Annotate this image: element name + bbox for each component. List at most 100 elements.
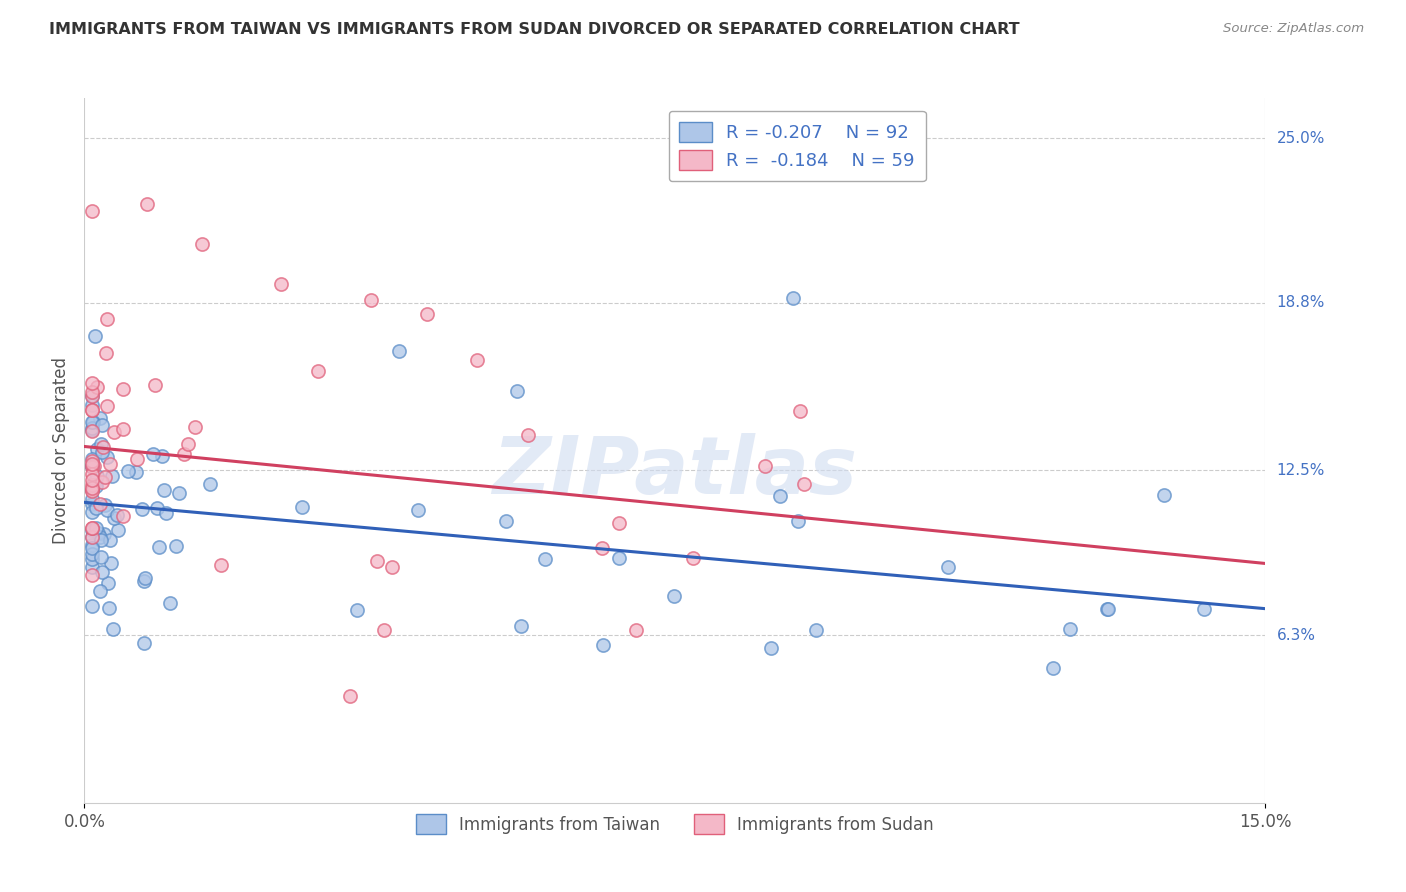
Point	[117, 464, 139, 478]
Point	[506, 384, 529, 398]
Point	[101, 469, 124, 483]
Point	[754, 458, 776, 473]
Point	[82, 458, 104, 473]
Text: 25.0%: 25.0%	[1277, 130, 1324, 145]
Point	[509, 619, 531, 633]
Point	[98, 457, 121, 471]
Point	[83, 478, 105, 492]
Point	[93, 527, 115, 541]
Point	[607, 551, 630, 566]
Point	[381, 559, 404, 574]
Point	[516, 428, 538, 442]
Point	[938, 559, 960, 574]
Point	[94, 346, 117, 360]
Point	[1097, 601, 1119, 615]
Point	[82, 524, 104, 538]
Point	[184, 420, 207, 434]
Y-axis label: Divorced or Separated: Divorced or Separated	[52, 357, 70, 544]
Point	[89, 436, 111, 450]
Point	[103, 425, 125, 439]
Point	[1059, 622, 1081, 636]
Point	[366, 554, 388, 568]
Point	[93, 470, 115, 484]
Point	[82, 560, 104, 574]
Point	[270, 277, 292, 292]
Point	[346, 603, 368, 617]
Point	[107, 523, 129, 537]
Point	[82, 423, 104, 437]
Point	[82, 541, 104, 555]
Point	[191, 237, 214, 252]
Point	[159, 596, 181, 610]
Point	[769, 490, 792, 504]
Point	[360, 293, 382, 307]
Point	[82, 458, 104, 473]
Point	[534, 552, 557, 566]
Point	[94, 498, 117, 512]
Point	[89, 411, 111, 425]
Point	[131, 502, 153, 516]
Text: ZIPatlas: ZIPatlas	[492, 433, 858, 510]
Point	[82, 402, 104, 417]
Point	[86, 525, 108, 540]
Point	[148, 541, 170, 555]
Point	[84, 521, 107, 535]
Point	[145, 378, 167, 392]
Point	[90, 565, 112, 579]
Point	[82, 459, 104, 474]
Point	[86, 379, 108, 393]
Point	[142, 447, 165, 461]
Point	[682, 550, 704, 565]
Point	[86, 469, 108, 483]
Point	[467, 352, 489, 367]
Point	[804, 624, 827, 638]
Point	[96, 312, 118, 326]
Point	[111, 382, 134, 396]
Point	[112, 422, 135, 436]
Point	[103, 511, 125, 525]
Point	[89, 497, 111, 511]
Point	[82, 481, 104, 495]
Point	[591, 541, 613, 556]
Text: IMMIGRANTS FROM TAIWAN VS IMMIGRANTS FROM SUDAN DIVORCED OR SEPARATED CORRELATIO: IMMIGRANTS FROM TAIWAN VS IMMIGRANTS FRO…	[49, 22, 1019, 37]
Point	[793, 476, 815, 491]
Point	[82, 402, 104, 417]
Point	[82, 521, 104, 535]
Point	[82, 376, 104, 391]
Point	[146, 501, 169, 516]
Point	[83, 458, 105, 473]
Point	[167, 485, 190, 500]
Point	[592, 638, 614, 652]
Point	[165, 539, 187, 553]
Point	[759, 641, 782, 656]
Point	[373, 623, 395, 637]
Point	[291, 500, 314, 514]
Point	[662, 589, 685, 603]
Point	[82, 599, 104, 614]
Point	[82, 551, 104, 566]
Point	[132, 635, 155, 649]
Point	[209, 558, 232, 572]
Point	[100, 556, 122, 570]
Point	[388, 343, 411, 358]
Point	[86, 442, 108, 456]
Point	[408, 502, 430, 516]
Point	[98, 600, 121, 615]
Point	[98, 533, 121, 547]
Point	[90, 549, 112, 564]
Point	[1097, 601, 1119, 615]
Point	[82, 451, 104, 466]
Point	[96, 502, 118, 516]
Point	[82, 425, 104, 439]
Text: 12.5%: 12.5%	[1277, 463, 1324, 478]
Point	[91, 440, 114, 454]
Point	[84, 500, 107, 515]
Point	[82, 457, 104, 471]
Point	[82, 421, 104, 435]
Point	[83, 329, 105, 343]
Point	[82, 483, 104, 497]
Point	[82, 473, 104, 487]
Point	[112, 509, 135, 524]
Point	[786, 514, 808, 528]
Point	[82, 398, 104, 412]
